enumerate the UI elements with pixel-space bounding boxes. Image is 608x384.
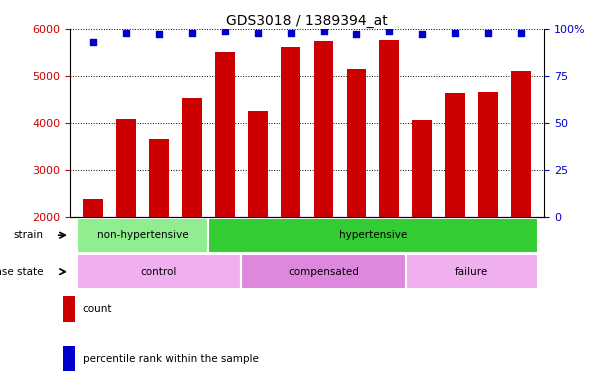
Text: control: control (140, 266, 177, 277)
Point (154, 31, 164, 38)
Bar (208, 218, 537, 253)
Bar (478, 92, 498, 311)
Text: failure: failure (455, 266, 488, 277)
Bar (406, 254, 537, 289)
Bar (241, 254, 406, 289)
Bar (215, 52, 235, 311)
Bar (63, 346, 75, 371)
Bar (77, 218, 208, 253)
Text: count: count (83, 304, 112, 314)
Point (451, 30, 460, 36)
Text: strain: strain (14, 230, 44, 240)
Title: GDS3018 / 1389394_at: GDS3018 / 1389394_at (226, 14, 388, 28)
Point (220, 28, 230, 34)
Bar (83, 199, 103, 311)
Bar (63, 296, 75, 321)
Text: hypertensive: hypertensive (339, 230, 407, 240)
Bar (248, 111, 268, 311)
Text: non-hypertensive: non-hypertensive (97, 230, 188, 240)
Bar (511, 71, 531, 311)
Bar (149, 139, 168, 311)
Point (483, 30, 493, 36)
Point (351, 31, 361, 38)
Point (121, 30, 131, 36)
Point (286, 30, 295, 36)
Bar (281, 47, 300, 311)
Point (88, 39, 98, 45)
Bar (445, 93, 465, 311)
Bar (314, 41, 333, 311)
Text: disease state: disease state (0, 266, 44, 277)
Bar (182, 98, 202, 311)
Point (384, 28, 394, 34)
Text: percentile rank within the sample: percentile rank within the sample (83, 354, 258, 364)
Bar (77, 254, 241, 289)
Point (319, 28, 328, 34)
Point (516, 30, 526, 36)
Text: compensated: compensated (288, 266, 359, 277)
Point (418, 31, 427, 38)
Bar (347, 69, 366, 311)
Bar (379, 40, 399, 311)
Point (253, 30, 263, 36)
Bar (116, 119, 136, 311)
Point (187, 30, 196, 36)
Bar (412, 120, 432, 311)
